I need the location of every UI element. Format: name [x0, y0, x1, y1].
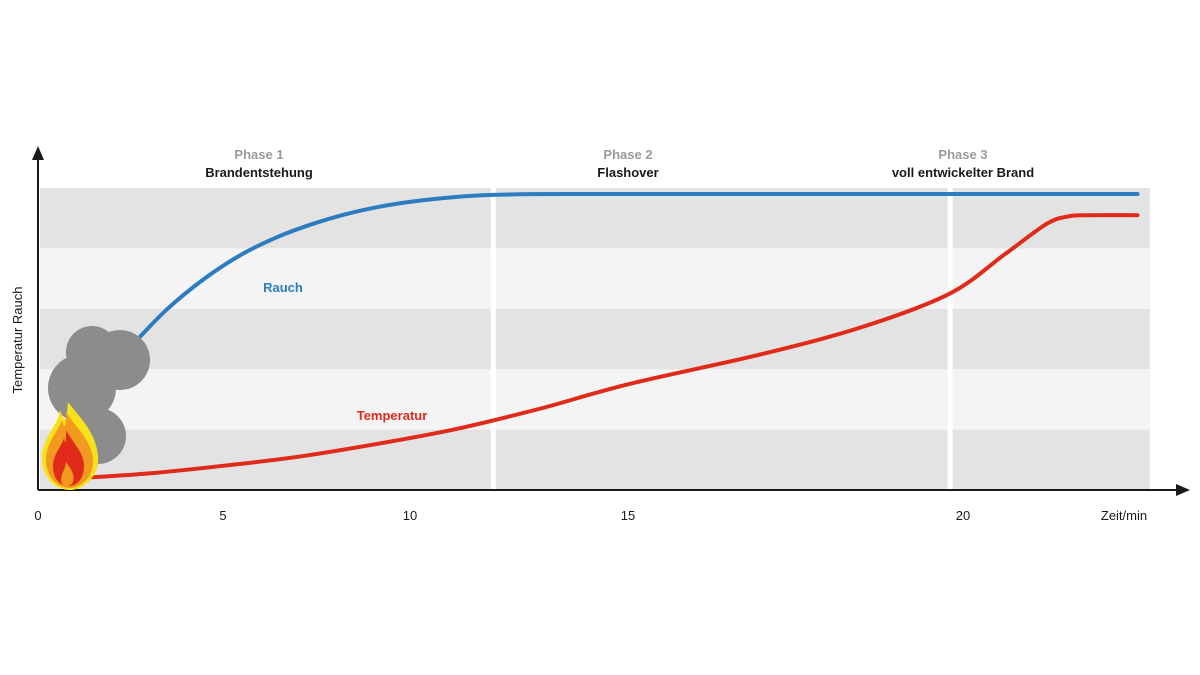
x-tick-label: 0 — [34, 508, 41, 523]
phase-2-name: Flashover — [597, 165, 658, 180]
series-labels: Rauch Temperatur — [263, 280, 427, 423]
x-tick-label: 15 — [621, 508, 635, 523]
x-tick-labels: 0 5 10 15 20 — [34, 508, 970, 523]
y-axis-label: Temperatur Rauch — [10, 287, 25, 394]
background-bands — [40, 188, 1150, 490]
fire-smoke-icon — [42, 326, 150, 490]
series-line-temperatur — [80, 213, 1140, 480]
x-tick-label: 10 — [403, 508, 417, 523]
x-tick-label: 20 — [956, 508, 970, 523]
axes — [32, 146, 1190, 496]
grid-band — [40, 248, 1150, 309]
series-line-rauch — [135, 191, 1140, 341]
x-tick-label: 5 — [219, 508, 226, 523]
x-axis-arrow — [1176, 484, 1190, 496]
y-axis-arrow — [32, 146, 44, 160]
grid-band — [40, 308, 1150, 370]
grid-band — [40, 369, 1150, 430]
phase-separator — [490, 188, 496, 490]
series-lines — [80, 191, 1140, 480]
series-label-temperatur: Temperatur — [357, 408, 428, 423]
phase-labels: Phase 1 Brandentstehung Phase 2 Flashove… — [205, 147, 1034, 180]
flame-icon — [42, 402, 99, 490]
phase-2-number: Phase 2 — [603, 147, 652, 162]
phase-separator — [947, 188, 953, 490]
phase-3-number: Phase 3 — [938, 147, 987, 162]
grid-band — [40, 188, 1150, 249]
phase-1-name: Brandentstehung — [205, 165, 313, 180]
grid-band — [40, 429, 1150, 490]
smoke-icon — [48, 326, 150, 464]
phase-separators — [490, 188, 953, 490]
series-label-rauch: Rauch — [263, 280, 303, 295]
phase-3-name: voll entwickelter Brand — [892, 165, 1034, 180]
phase-1-number: Phase 1 — [234, 147, 283, 162]
x-axis-label: Zeit/min — [1101, 508, 1147, 523]
